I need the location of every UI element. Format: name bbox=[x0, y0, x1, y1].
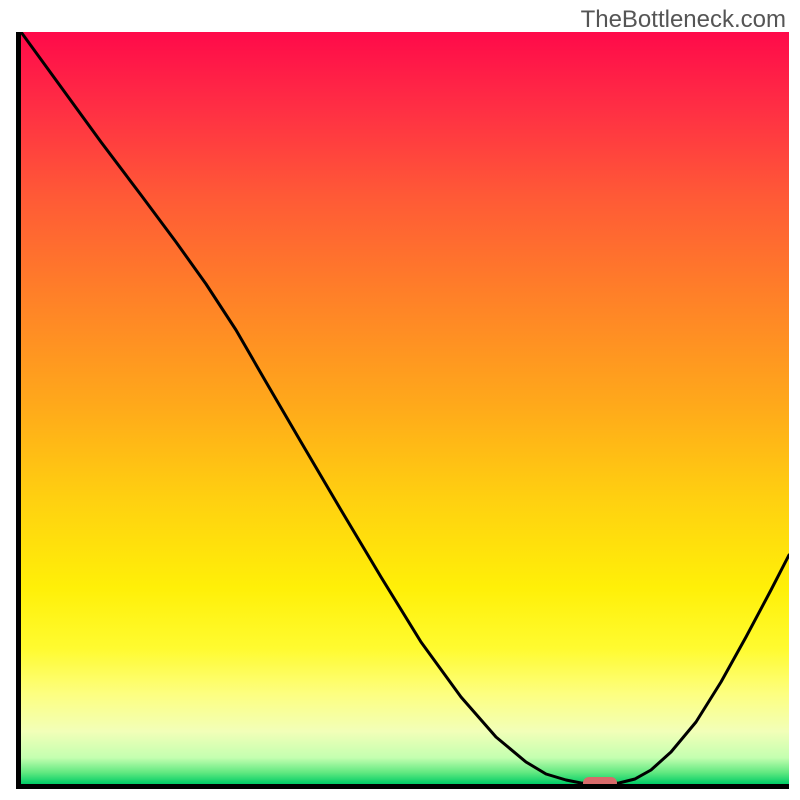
chart-container: TheBottleneck.com bbox=[0, 0, 800, 800]
bottleneck-curve bbox=[21, 32, 789, 784]
watermark-text: TheBottleneck.com bbox=[581, 6, 786, 34]
plot-area bbox=[16, 32, 789, 789]
optimal-point-marker bbox=[583, 777, 617, 789]
